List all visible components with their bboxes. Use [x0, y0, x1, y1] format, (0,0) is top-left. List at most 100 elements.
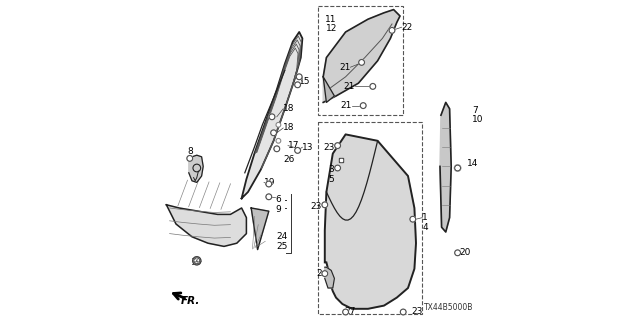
Polygon shape	[166, 205, 246, 246]
Circle shape	[298, 75, 301, 78]
Circle shape	[335, 165, 340, 171]
Text: 19: 19	[264, 178, 275, 187]
Circle shape	[402, 310, 404, 314]
Text: 27: 27	[345, 308, 356, 316]
Circle shape	[272, 131, 275, 134]
Circle shape	[323, 272, 326, 275]
Text: 13: 13	[302, 143, 314, 152]
Text: 23: 23	[323, 143, 334, 152]
Circle shape	[271, 130, 276, 136]
Text: 14: 14	[467, 159, 479, 168]
Circle shape	[194, 258, 200, 264]
Bar	[319, 122, 422, 314]
Text: 1: 1	[422, 213, 428, 222]
Text: 19: 19	[191, 258, 202, 267]
Text: 20: 20	[460, 248, 470, 257]
Circle shape	[456, 251, 459, 254]
Text: 21: 21	[344, 82, 355, 91]
Circle shape	[296, 83, 299, 86]
Text: 21: 21	[340, 101, 352, 110]
Text: 12: 12	[326, 24, 337, 33]
Circle shape	[344, 310, 347, 314]
Text: 3: 3	[329, 165, 334, 174]
Circle shape	[456, 166, 460, 170]
Circle shape	[276, 139, 280, 143]
Text: 10: 10	[472, 116, 483, 124]
Bar	[339, 158, 343, 162]
Circle shape	[360, 61, 363, 64]
Circle shape	[296, 74, 302, 80]
Text: 23: 23	[310, 202, 322, 211]
Polygon shape	[323, 77, 334, 102]
Text: FR.: FR.	[181, 296, 200, 306]
Polygon shape	[323, 10, 400, 102]
Circle shape	[295, 82, 301, 88]
Circle shape	[336, 144, 339, 147]
Text: 9: 9	[275, 205, 281, 214]
Circle shape	[362, 104, 365, 107]
Text: 17: 17	[288, 141, 300, 150]
Circle shape	[295, 148, 301, 153]
Circle shape	[371, 85, 374, 88]
Circle shape	[276, 123, 280, 127]
Circle shape	[343, 309, 349, 315]
Circle shape	[277, 140, 280, 142]
Text: 6: 6	[275, 196, 281, 204]
Text: 22: 22	[402, 23, 413, 32]
Polygon shape	[325, 267, 334, 288]
Text: 18: 18	[283, 104, 294, 113]
Circle shape	[322, 271, 328, 276]
Text: 26: 26	[283, 156, 294, 164]
Circle shape	[266, 181, 272, 187]
Circle shape	[412, 218, 414, 221]
Bar	[319, 6, 403, 115]
Text: 15: 15	[300, 77, 310, 86]
Circle shape	[454, 165, 461, 171]
Circle shape	[268, 182, 270, 186]
Circle shape	[296, 149, 299, 152]
Circle shape	[193, 257, 201, 265]
Text: 23: 23	[412, 308, 422, 316]
Text: 7: 7	[472, 106, 477, 115]
Circle shape	[455, 165, 461, 171]
Circle shape	[456, 166, 459, 170]
Text: 2: 2	[316, 269, 322, 278]
Circle shape	[401, 309, 406, 315]
Text: 5: 5	[329, 175, 334, 184]
Circle shape	[455, 250, 461, 256]
Circle shape	[274, 146, 280, 152]
Circle shape	[269, 114, 275, 120]
Circle shape	[187, 156, 193, 161]
Circle shape	[275, 147, 278, 150]
Circle shape	[336, 166, 339, 170]
Circle shape	[359, 60, 365, 65]
Circle shape	[195, 259, 198, 262]
Polygon shape	[325, 134, 416, 309]
Circle shape	[360, 103, 366, 108]
Circle shape	[188, 157, 191, 160]
Text: 4: 4	[422, 223, 428, 232]
Text: 18: 18	[283, 124, 294, 132]
Circle shape	[323, 203, 326, 206]
Circle shape	[266, 194, 272, 200]
Circle shape	[410, 216, 416, 222]
Circle shape	[271, 115, 273, 118]
Text: 24: 24	[277, 232, 288, 241]
Circle shape	[335, 143, 340, 148]
Text: 11: 11	[326, 15, 337, 24]
Text: 25: 25	[277, 242, 288, 251]
Polygon shape	[189, 155, 204, 182]
Polygon shape	[251, 208, 269, 250]
Polygon shape	[242, 32, 302, 198]
Circle shape	[277, 124, 280, 126]
Circle shape	[322, 202, 328, 208]
Bar	[340, 159, 342, 161]
Text: 8: 8	[188, 148, 193, 156]
Circle shape	[390, 29, 394, 32]
Text: TX44B5000B: TX44B5000B	[424, 303, 474, 312]
Circle shape	[268, 195, 270, 198]
Circle shape	[195, 259, 199, 263]
Circle shape	[370, 84, 376, 89]
Circle shape	[389, 28, 395, 33]
Text: 21: 21	[339, 63, 351, 72]
